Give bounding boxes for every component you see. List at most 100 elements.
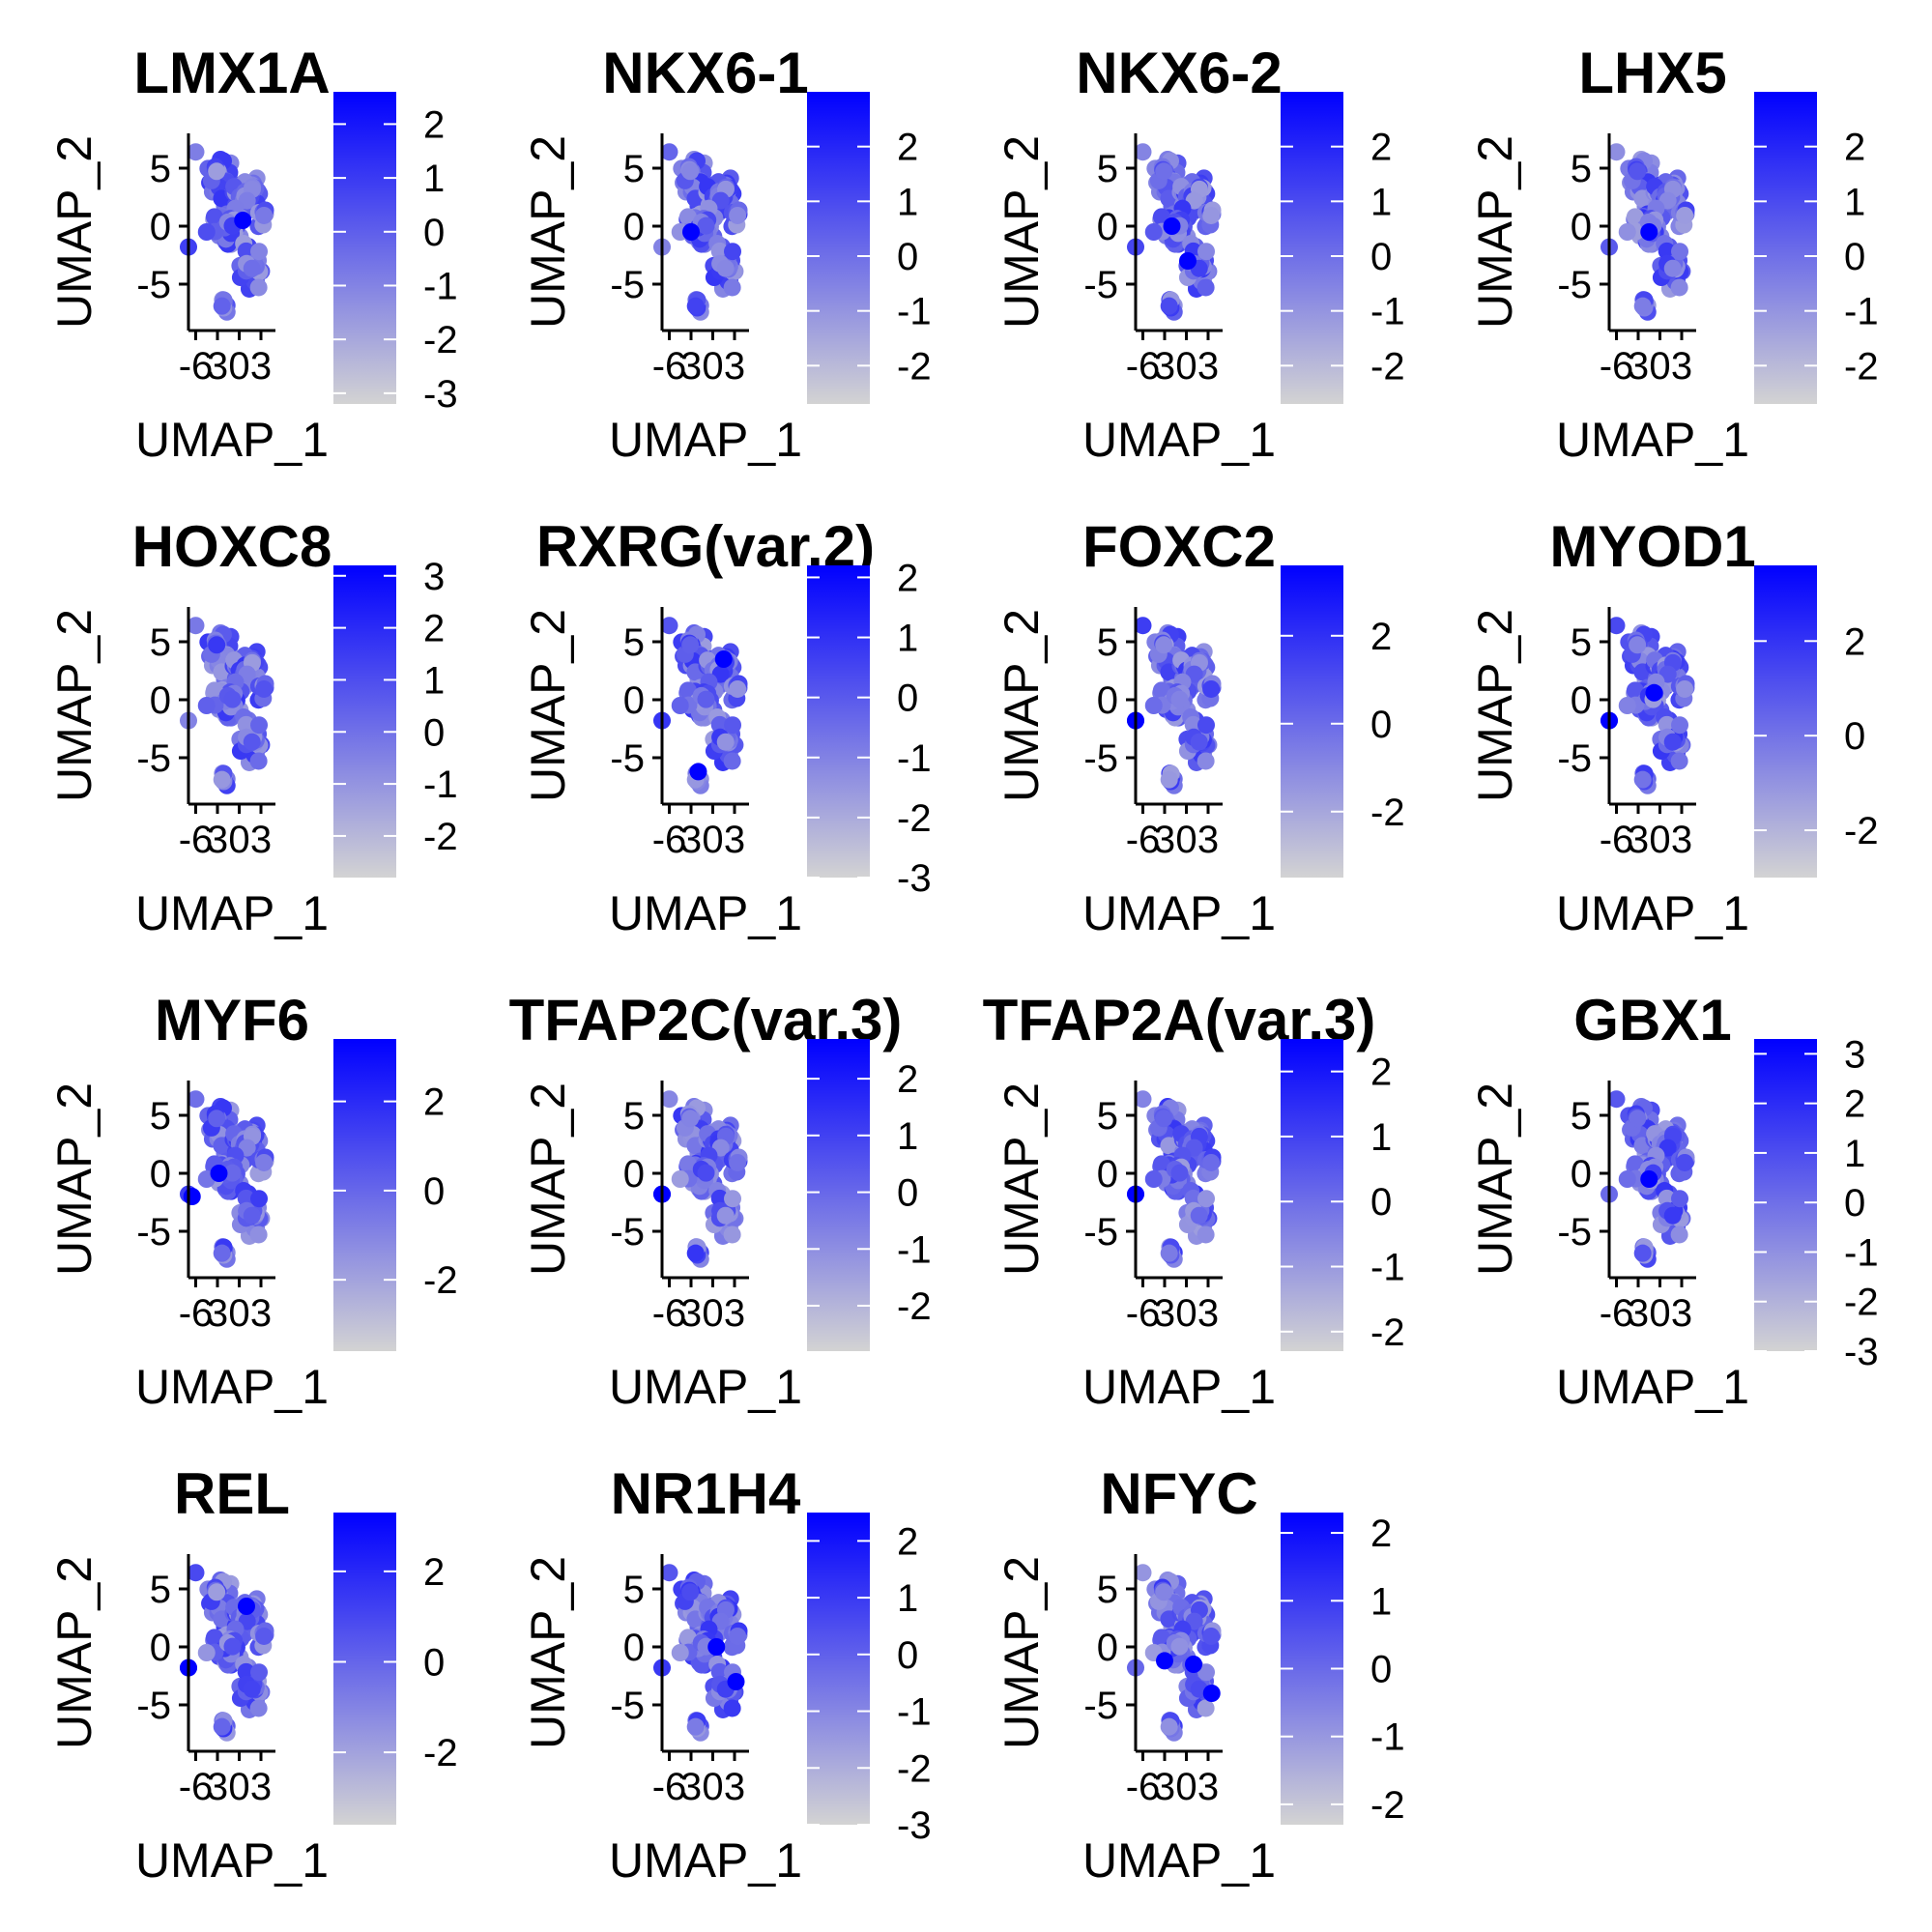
x-tick-label: -6 bbox=[179, 819, 214, 861]
scatter-point bbox=[213, 297, 231, 315]
scatter-point-high bbox=[707, 1638, 726, 1656]
x-axis-title: UMAP_1 bbox=[135, 886, 329, 940]
y-tick-label: -5 bbox=[1083, 737, 1118, 780]
scatter-point bbox=[1618, 223, 1636, 241]
scatter-point-high bbox=[1645, 683, 1663, 702]
colorbar-label: 3 bbox=[423, 556, 445, 598]
y-tick-label: 5 bbox=[1571, 621, 1592, 664]
scatter-point bbox=[255, 1627, 274, 1645]
colorbar-label: 1 bbox=[1370, 181, 1392, 223]
x-tick-label: -6 bbox=[652, 1766, 687, 1808]
colorbar-label: 2 bbox=[1370, 127, 1392, 169]
scatter-point bbox=[208, 162, 226, 181]
scatter-point bbox=[724, 243, 742, 261]
scatter-point bbox=[197, 223, 216, 241]
y-tick-label: 5 bbox=[1097, 1095, 1118, 1138]
x-tick-label: 3 bbox=[1671, 1292, 1692, 1335]
colorbar-label: 0 bbox=[1370, 704, 1392, 746]
y-tick-label: 5 bbox=[1097, 621, 1118, 664]
scatter-point bbox=[681, 1110, 700, 1128]
colorbar bbox=[807, 1513, 870, 1825]
scatter-point bbox=[250, 1663, 269, 1682]
x-tick-label: 0 bbox=[228, 345, 249, 388]
scatter-point bbox=[187, 1090, 205, 1109]
colorbar bbox=[1754, 92, 1817, 404]
y-tick-label: -5 bbox=[610, 1211, 645, 1254]
scatter-point bbox=[1144, 223, 1163, 241]
colorbar-label: -2 bbox=[423, 816, 458, 858]
colorbar-label: 0 bbox=[897, 678, 918, 720]
y-axis-title: UMAP_2 bbox=[995, 609, 1049, 802]
x-axis-title: UMAP_1 bbox=[609, 1833, 802, 1888]
x-tick-label: 3 bbox=[250, 819, 272, 861]
scatter-point-high bbox=[727, 1673, 745, 1690]
scatter-point bbox=[249, 278, 268, 297]
x-tick-label: 3 bbox=[680, 1292, 702, 1335]
scatter-point bbox=[243, 1680, 261, 1698]
scatter-point-high bbox=[238, 1598, 255, 1615]
points bbox=[653, 1564, 748, 1742]
y-axis-title: UMAP_2 bbox=[995, 1556, 1049, 1749]
y-tick-label: -5 bbox=[136, 1685, 171, 1727]
scatter-point bbox=[716, 259, 735, 277]
scatter-point bbox=[1633, 297, 1652, 315]
colorbar-label: -2 bbox=[423, 1732, 458, 1774]
x-tick-label: 0 bbox=[228, 1766, 249, 1808]
scatter-point bbox=[1670, 752, 1688, 770]
scatter-point bbox=[1663, 733, 1682, 751]
scatter-point-high bbox=[210, 1165, 228, 1182]
colorbar-label: 2 bbox=[423, 103, 445, 146]
x-tick-label: 0 bbox=[702, 1292, 723, 1335]
points bbox=[180, 1090, 274, 1268]
y-tick-label: 5 bbox=[1571, 1095, 1592, 1138]
scatter-point bbox=[671, 1170, 689, 1188]
y-tick-label: -5 bbox=[1557, 737, 1592, 780]
scatter-point bbox=[1607, 617, 1626, 635]
scatter-point bbox=[1663, 259, 1682, 277]
scatter-point bbox=[213, 1244, 231, 1262]
colorbar-label: -2 bbox=[1844, 1282, 1879, 1324]
scatter-point bbox=[208, 636, 226, 654]
scatter-point bbox=[1197, 716, 1216, 735]
y-tick-label: -5 bbox=[1083, 1211, 1118, 1254]
points bbox=[1127, 617, 1222, 794]
scatter-point bbox=[671, 1644, 689, 1661]
x-tick-label: 0 bbox=[1175, 819, 1197, 861]
scatter-point bbox=[1202, 1153, 1221, 1171]
colorbar bbox=[1281, 92, 1343, 404]
colorbar-label: -2 bbox=[1370, 1784, 1405, 1827]
x-axis-title: UMAP_1 bbox=[135, 413, 329, 467]
scatter-point bbox=[213, 1717, 231, 1736]
points bbox=[653, 617, 748, 794]
y-axis-title: UMAP_2 bbox=[47, 135, 101, 329]
x-tick-label: 3 bbox=[724, 345, 745, 388]
colorbar-label: -2 bbox=[1370, 1312, 1405, 1354]
x-tick-label: -6 bbox=[1600, 1292, 1634, 1335]
colorbar-label: 0 bbox=[897, 236, 918, 278]
y-tick-label: 0 bbox=[623, 1627, 645, 1669]
scatter-point bbox=[729, 1153, 747, 1171]
x-tick-label: 0 bbox=[702, 345, 723, 388]
colorbar bbox=[807, 1039, 870, 1351]
scatter-point bbox=[660, 143, 678, 161]
colorbar-label: 0 bbox=[1844, 236, 1865, 278]
x-tick-label: 0 bbox=[1175, 1766, 1197, 1808]
x-axis-title: UMAP_1 bbox=[135, 1360, 329, 1414]
colorbar-label: 2 bbox=[1370, 616, 1392, 658]
colorbar-label: 2 bbox=[1844, 1083, 1865, 1126]
y-tick-label: -5 bbox=[1557, 1211, 1592, 1254]
x-tick-label: 3 bbox=[207, 819, 228, 861]
scatter-point bbox=[250, 243, 269, 261]
scatter-point bbox=[686, 1717, 705, 1736]
y-tick-label: -5 bbox=[610, 737, 645, 780]
colorbar-label: -2 bbox=[1370, 792, 1405, 834]
scatter-point bbox=[249, 1699, 268, 1717]
scatter-point bbox=[187, 617, 205, 635]
scatter-point bbox=[1202, 206, 1221, 224]
scatter-point bbox=[1670, 1226, 1688, 1244]
scatter-point bbox=[1663, 1206, 1682, 1225]
panel-title: MYOD1 bbox=[1549, 514, 1755, 579]
points bbox=[1127, 143, 1222, 321]
